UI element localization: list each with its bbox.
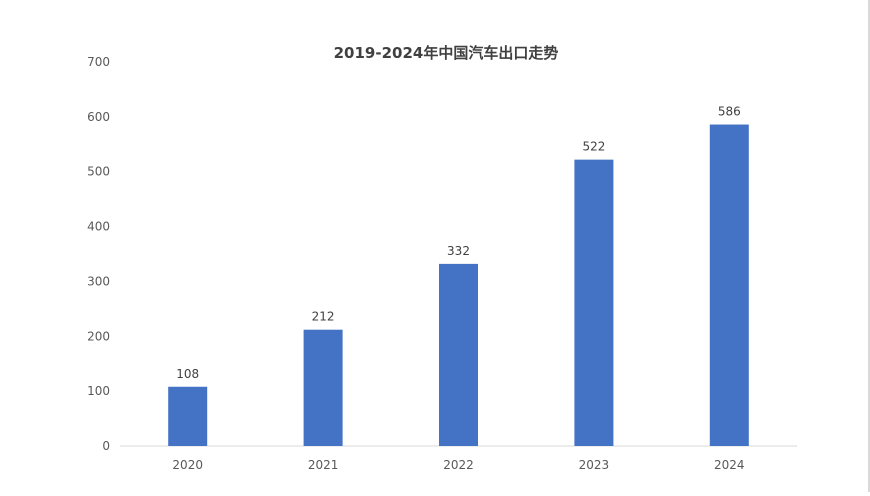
data-label: 212 [312,310,335,324]
data-label: 586 [718,105,741,119]
y-tick-label: 0 [102,439,110,453]
y-tick-label: 500 [87,165,110,179]
bar [303,329,343,446]
bar [709,124,749,446]
bar [439,263,478,446]
y-tick-label: 400 [87,220,110,234]
x-tick-label: 2023 [579,458,610,472]
y-tick-label: 600 [87,110,110,124]
y-axis-labels: 0 100 200 300 400 500 600 700 [87,55,110,453]
bars [168,124,749,446]
x-tick-label: 2024 [714,458,745,472]
y-tick-label: 700 [87,55,110,69]
y-tick-label: 100 [87,384,110,398]
x-tick-label: 2021 [308,458,339,472]
x-tick-label: 2022 [443,458,474,472]
x-axis-labels: 2020 2021 2022 2023 2024 [172,458,744,472]
bar [574,159,614,446]
chart-title: 2019-2024年中国汽车出口走势 [334,44,559,62]
right-edge-border [868,0,870,492]
data-label: 522 [582,140,605,154]
data-label: 332 [447,244,470,258]
y-tick-label: 300 [87,274,110,288]
x-tick-label: 2020 [172,458,203,472]
y-tick-label: 200 [87,329,110,343]
data-labels: 108 212 332 522 586 [176,105,741,381]
data-label: 108 [176,367,199,381]
bar [168,386,208,446]
